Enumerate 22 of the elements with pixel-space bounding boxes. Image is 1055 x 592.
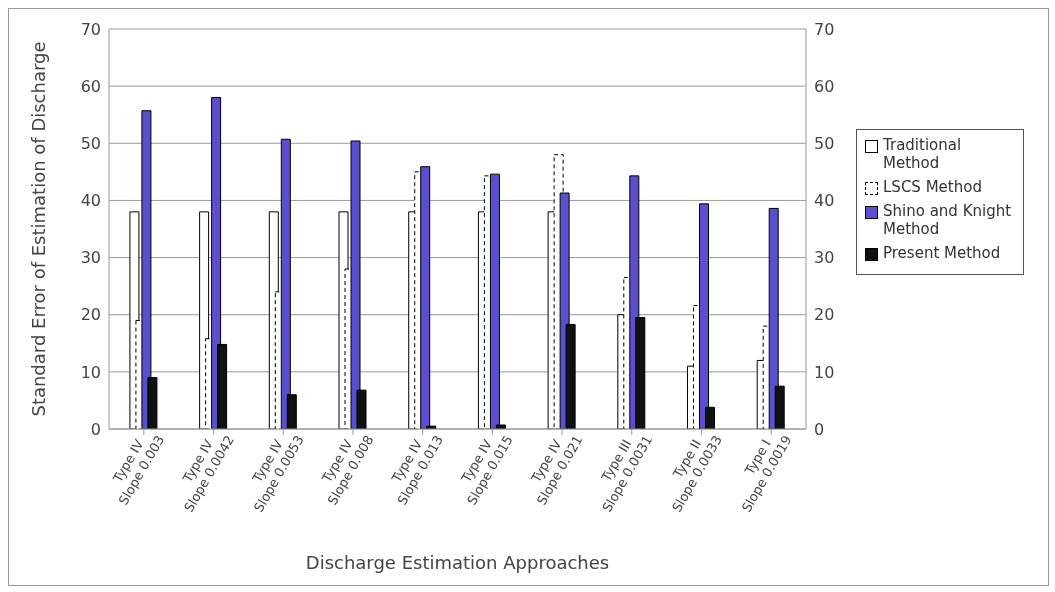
y-tick-label: 30 [80, 248, 101, 268]
y2-tick-label: 20 [814, 305, 835, 325]
legend-label: Traditional Method [883, 136, 963, 172]
y-tick-label: 70 [80, 19, 101, 39]
y-axis-title: Standard Error of Estimation of Discharge [28, 41, 50, 417]
y2-tick-label: 70 [814, 19, 835, 39]
y-tick-label: 40 [80, 191, 101, 211]
y2-tick-label: 10 [814, 362, 835, 382]
y-tick-label: 10 [80, 362, 101, 382]
x-axis-title: Discharge Estimation Approaches [305, 552, 610, 573]
legend-label: Present Method [883, 244, 1001, 262]
y-tick-label: 20 [80, 305, 101, 325]
y2-tick-label: 40 [814, 191, 835, 211]
legend-label: Shino and Knight Method [883, 202, 1013, 238]
y2-tick-label: 50 [814, 133, 835, 153]
legend-label: LSCS Method [883, 178, 982, 196]
y2-tick-label: 30 [814, 248, 835, 268]
y2-tick-label: 0 [814, 419, 825, 439]
y2-tick-label: 60 [814, 76, 835, 96]
y-tick-label: 60 [80, 76, 101, 96]
y-tick-label: 50 [80, 133, 101, 153]
y-tick-label: 0 [90, 419, 101, 439]
